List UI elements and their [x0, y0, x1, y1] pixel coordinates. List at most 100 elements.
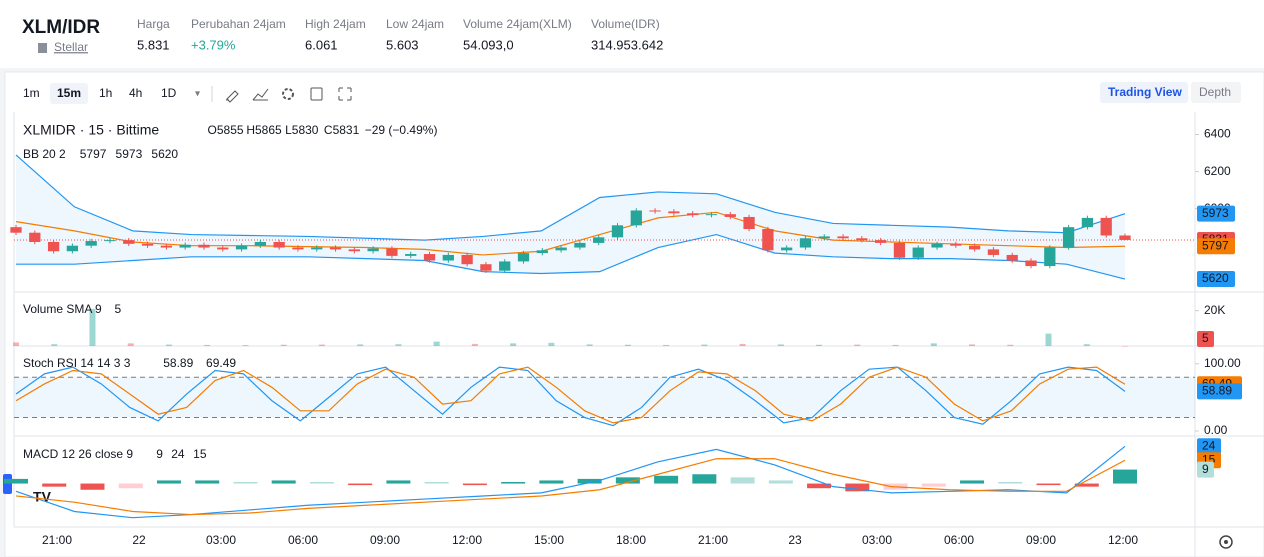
macd-histogram [921, 483, 946, 487]
candle-body [743, 216, 755, 230]
volume-bar [816, 344, 823, 346]
candle-body [461, 254, 473, 265]
candle-body [987, 249, 1000, 255]
interval-button[interactable]: 4h [129, 86, 142, 100]
volume-bar [1122, 345, 1128, 347]
settings-gear[interactable] [1219, 535, 1233, 549]
volume-bar [242, 345, 249, 346]
legend-text: Stoch RSI 14 14 3 3 [23, 356, 131, 370]
candle-body [442, 254, 454, 261]
macd-histogram [348, 483, 373, 486]
axis-value-label: 5797 [1202, 238, 1229, 252]
candle-body [217, 247, 229, 250]
volume-bar [510, 343, 517, 346]
macd-histogram [156, 480, 181, 484]
volume-bar [471, 343, 478, 346]
legend-text: 5 [115, 302, 122, 316]
x-tick-label: 09:00 [1026, 533, 1056, 547]
candle-body [179, 244, 191, 248]
settings-gear-center [1224, 540, 1228, 544]
stat-label: Volume(IDR) [591, 17, 660, 31]
volume-bar [1045, 333, 1052, 346]
candle-body [1081, 217, 1094, 228]
legend-text: 15 [193, 447, 207, 461]
macd-histogram [233, 482, 258, 484]
legend-text: O5855 [208, 123, 244, 137]
stat-label: Harga [137, 17, 170, 31]
macd-histogram [462, 483, 487, 486]
volume-bar [701, 344, 708, 346]
bb-lower [16, 233, 1126, 280]
view-tab[interactable]: Depth [1199, 85, 1231, 99]
legend-text: 69.49 [206, 356, 236, 370]
axis-value-label: 5 [1202, 331, 1209, 345]
asset-link[interactable]: Stellar [54, 40, 88, 54]
candle-body [198, 244, 210, 248]
candle-body [311, 247, 323, 250]
candle-body [499, 261, 511, 271]
dropdown-arrow[interactable]: ▾ [195, 89, 200, 100]
candle-body [85, 241, 97, 246]
stat-label: Low 24jam [386, 17, 444, 31]
candle-body [950, 243, 962, 246]
side-tab[interactable] [3, 474, 12, 494]
interval-button[interactable]: 1h [99, 86, 112, 100]
interval-button[interactable]: 1D [161, 86, 177, 100]
axis-value-label: 24 [1202, 438, 1216, 452]
pair-title: XLM/IDR [22, 17, 100, 38]
indicator-icon[interactable] [252, 88, 269, 101]
candle-body [104, 240, 116, 242]
candle-body [875, 240, 887, 243]
settings-icon[interactable] [282, 88, 294, 100]
macd-histogram [845, 483, 870, 492]
macd-histogram [309, 482, 334, 484]
volume-bar [318, 344, 325, 346]
view-tab[interactable]: Trading View [1108, 85, 1182, 99]
y-tick-label: 6400 [1204, 127, 1231, 141]
axis-value-label: 58.89 [1202, 384, 1232, 398]
macd-histogram [501, 482, 526, 484]
stat-value: 5.603 [386, 37, 419, 52]
x-tick-label: 22 [132, 533, 146, 547]
x-tick-label: 21:00 [42, 533, 72, 547]
volume-bar [89, 308, 96, 346]
candle-body [1006, 254, 1018, 261]
macd-histogram [271, 480, 296, 484]
candle-body [724, 214, 736, 217]
candle-body [893, 242, 906, 258]
candle-body [856, 238, 868, 241]
axis-value-box [1197, 238, 1235, 255]
interval-button[interactable]: 15m [57, 86, 81, 100]
x-tick-label: 12:00 [1108, 533, 1138, 547]
y-tick-label: 6200 [1204, 164, 1231, 178]
macd-histogram [807, 483, 832, 489]
volume-bar [127, 343, 134, 346]
bb-upper [15, 154, 1126, 241]
volume-bar [624, 344, 631, 346]
volume-bar [930, 343, 937, 346]
draw-icon[interactable] [226, 90, 239, 103]
legend-text: 5973 [116, 147, 143, 161]
candle-body [799, 238, 812, 248]
macd-histogram [692, 474, 717, 484]
fullscreen-icon[interactable] [338, 87, 352, 101]
x-tick-label: 06:00 [288, 533, 318, 547]
active-interval-bg [50, 83, 88, 104]
volume-bar [777, 344, 784, 346]
volume-bar [280, 344, 287, 346]
axis-value-box [1197, 271, 1235, 288]
volume-bar [357, 344, 364, 346]
legend-text: L5830 [285, 123, 319, 137]
volume-bar [586, 344, 593, 346]
stat-value: 54.093,0 [463, 37, 514, 52]
candle-body [517, 253, 530, 262]
axis-value-label: 5973 [1202, 206, 1229, 220]
macd-histogram [1113, 469, 1137, 484]
stoch-d [15, 366, 1126, 424]
macd-histogram [539, 480, 564, 484]
candle-body [762, 229, 774, 251]
macd-histogram [1074, 483, 1099, 487]
save-icon[interactable] [310, 87, 323, 101]
candle-body [555, 247, 567, 251]
interval-button[interactable]: 1m [23, 86, 40, 100]
